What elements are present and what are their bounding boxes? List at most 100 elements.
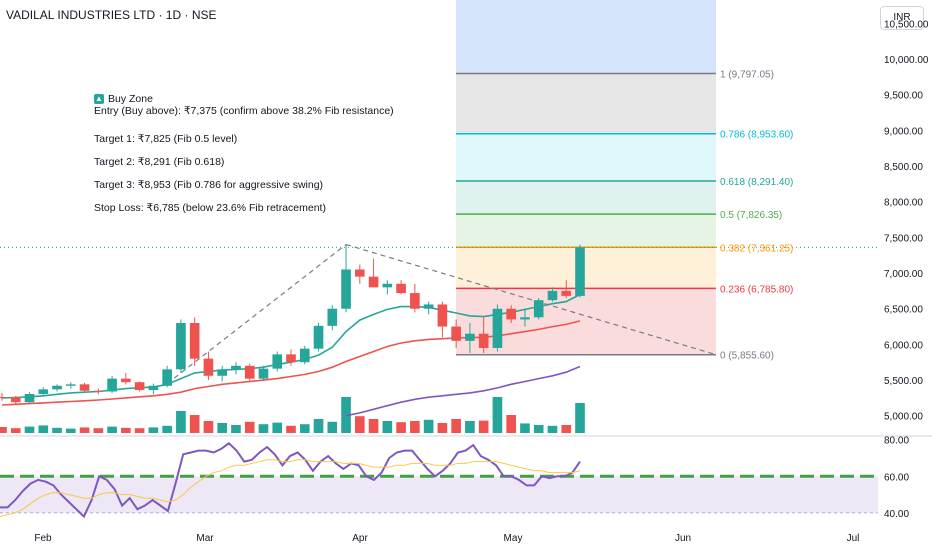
candle-body: [121, 378, 131, 383]
trend-line-down: [345, 243, 717, 356]
rsi-panel: 80.00 60.00 40.00: [0, 435, 932, 520]
candle-body: [0, 397, 7, 399]
candle-body: [382, 283, 393, 288]
fib-zone-band: [456, 73, 716, 134]
note-line-target-3: Target 3: ₹8,953 (Fib 0.786 for aggressi…: [94, 179, 324, 191]
rsi-tick-label: 60.00: [884, 472, 909, 483]
price-tick-label: 10,500.00: [884, 19, 929, 30]
ema-line: [345, 365, 581, 417]
fib-zone-band: [456, 214, 716, 248]
candle-body: [354, 269, 365, 277]
candle-body: [547, 290, 558, 301]
candle-body: [286, 354, 296, 363]
fib-level-label: 1 (9,797.05): [720, 70, 774, 81]
volume-bar: [506, 415, 517, 433]
trend-lines: [166, 243, 717, 385]
volume-bar: [272, 422, 283, 433]
volume-bar: [65, 428, 76, 433]
candle-body: [258, 368, 269, 379]
volume-bar: [217, 423, 228, 433]
candle-body: [231, 365, 241, 370]
volume-bar: [478, 420, 489, 433]
note-heading-label: Buy Zone: [108, 93, 153, 105]
time-tick-label: Jul: [847, 533, 860, 544]
note-heading: ▲ Buy Zone: [94, 93, 394, 105]
candle-body: [478, 333, 489, 348]
chart-title: VADILAL INDUSTRIES LTD · 1D · NSE: [6, 8, 217, 22]
price-tick-label: 9,500.00: [884, 91, 923, 102]
volume-bar: [121, 427, 131, 433]
candle-body: [79, 384, 90, 391]
fib-zone-band: [456, 180, 716, 215]
time-tick-label: Apr: [352, 533, 368, 544]
note-line-target-2: Target 2: ₹8,291 (Fib 0.618): [94, 156, 225, 168]
price-tick-label: 8,500.00: [884, 162, 923, 173]
volume-bar: [492, 397, 503, 433]
volume-bar: [520, 423, 530, 433]
volume-bar: [382, 421, 393, 433]
volume-bar: [176, 411, 186, 433]
price-tick-label: 9,000.00: [884, 126, 923, 137]
note-line-stop-loss: Stop Loss: ₹6,785 (below 23.6% Fib retra…: [94, 202, 326, 214]
candle-body: [520, 317, 530, 320]
volume-bar: [10, 428, 21, 433]
price-tick-label: 7,000.00: [884, 269, 923, 280]
volume-bar: [107, 426, 117, 433]
buy-zone-note: ▲ Buy Zone Entry (Buy above): ₹7,375 (co…: [94, 93, 394, 220]
fib-zone-band: [456, 133, 716, 181]
fib-level-label: 0.618 (8,291.40): [720, 177, 793, 188]
volume-bar: [189, 415, 200, 433]
candle-body: [189, 323, 200, 359]
candle-body: [423, 304, 434, 309]
volume-bar: [231, 425, 241, 433]
volume-bar: [575, 403, 585, 433]
candle-body: [327, 308, 338, 326]
rsi-tick-label: 80.00: [884, 436, 909, 447]
volume-bar: [313, 419, 324, 433]
volume-bar: [0, 427, 7, 433]
time-axis: Feb Mar Apr May Jun Jul: [34, 533, 859, 544]
fib-level-label: 0.236 (6,785.80): [720, 284, 793, 295]
candle-body: [272, 354, 283, 369]
trend-line-up: [166, 244, 347, 385]
candle-body: [134, 382, 145, 391]
volume-bar: [52, 427, 62, 433]
volume-bar: [79, 427, 90, 433]
candle-body: [533, 300, 544, 318]
fib-zone-top: [456, 0, 716, 74]
volume-bar: [561, 425, 572, 433]
candle-body: [148, 385, 159, 391]
price-tick-label: 6,500.00: [884, 305, 923, 316]
candle-body: [465, 333, 475, 341]
time-tick-label: Jun: [675, 533, 691, 544]
candle-body: [341, 269, 351, 309]
candle-body: [162, 369, 172, 386]
currency-button[interactable]: INR: [880, 6, 924, 30]
volume-bar: [148, 427, 159, 433]
candle-body: [176, 323, 186, 370]
candle-body: [38, 389, 49, 394]
price-tick-label: 6,000.00: [884, 340, 923, 351]
volume-bar: [423, 419, 434, 433]
candle-body: [203, 358, 214, 376]
volume-bar: [410, 421, 420, 433]
price-tick-label: 7,500.00: [884, 233, 923, 244]
note-line-target-1: Target 1: ₹7,825 (Fib 0.5 level): [94, 133, 238, 145]
price-tick-label: 10,000.00: [884, 55, 929, 66]
rsi-tick-label: 40.00: [884, 509, 909, 520]
fib-level-label: 0.786 (8,953.60): [720, 130, 793, 141]
fib-level-label: 0 (5,855.60): [720, 351, 774, 362]
candle-body: [93, 390, 104, 392]
volume-bar: [299, 424, 310, 433]
volume-bar: [354, 416, 365, 433]
candle-body: [217, 369, 228, 376]
candles: [0, 244, 585, 406]
candle-body: [410, 293, 420, 309]
candle-body: [65, 384, 76, 386]
price-tick-label: 8,000.00: [884, 198, 923, 209]
volume-bars: [0, 397, 585, 433]
candle-body: [575, 247, 585, 296]
rsi-band: [0, 476, 878, 513]
volume-bar: [451, 419, 461, 433]
